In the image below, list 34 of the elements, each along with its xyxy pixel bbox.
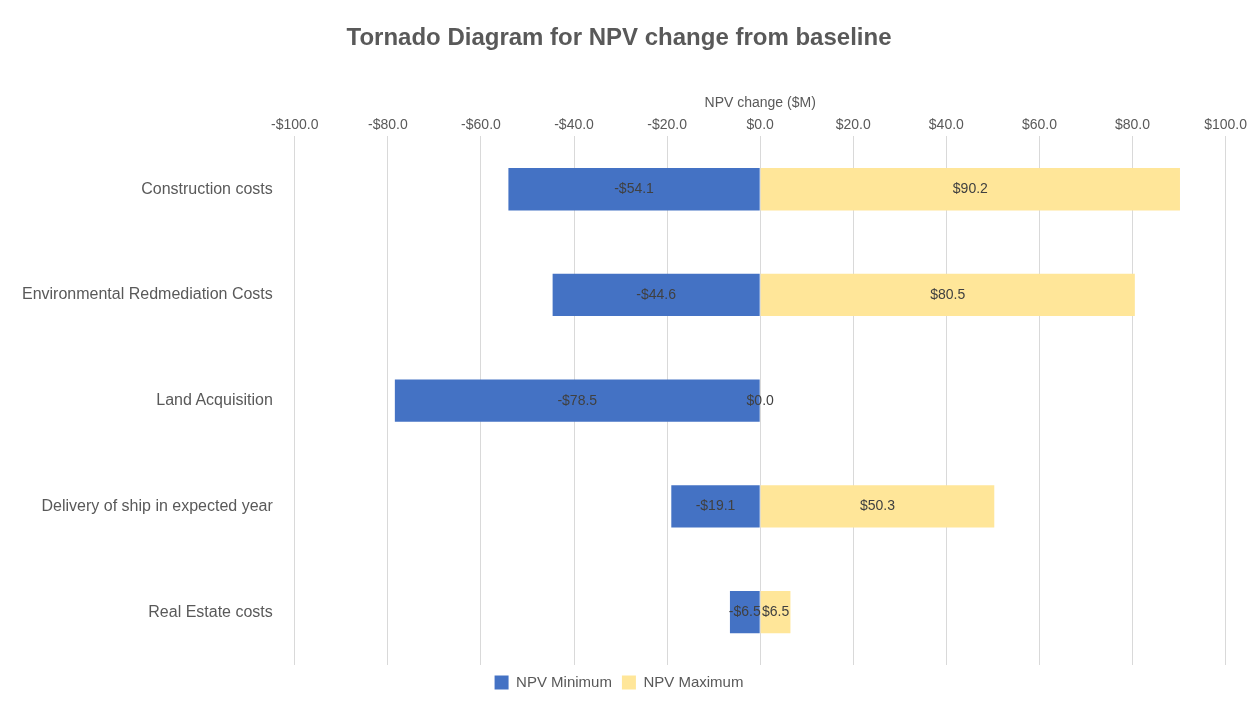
data-label: -$44.6 — [636, 285, 677, 302]
x-tick-label: -$60.0 — [461, 115, 502, 132]
x-axis-title: NPV change ($M) — [704, 94, 816, 111]
x-tick-label: -$40.0 — [554, 115, 595, 132]
legend-label: NPV Maximum — [643, 672, 744, 690]
chart-title: Tornado Diagram for NPV change from baseline — [346, 23, 892, 51]
data-label: $6.5 — [761, 603, 790, 619]
bar — [760, 485, 995, 528]
x-tick-label: $80.0 — [1114, 115, 1151, 132]
data-label: -$19.1 — [695, 497, 736, 514]
data-label: $90.2 — [952, 180, 989, 197]
bar — [508, 168, 760, 211]
y-tick-label: Environmental Redmediation Costs — [21, 285, 273, 303]
y-tick-label: Land Acquisition — [156, 391, 273, 409]
x-tick-label: -$20.0 — [647, 115, 688, 132]
y-tick-label: Construction costs — [141, 179, 273, 197]
legend-label: NPV Minimum — [516, 672, 612, 690]
x-tick-label: -$100.0 — [271, 115, 319, 132]
data-label: $80.5 — [930, 285, 966, 302]
bar — [760, 168, 1180, 211]
y-tick-label: Delivery of ship in expected year — [41, 496, 274, 514]
x-tick-label: $100.0 — [1204, 115, 1248, 132]
bar — [552, 273, 760, 317]
x-tick-label: $0.0 — [746, 115, 775, 132]
x-tick-label: -$80.0 — [368, 115, 408, 132]
data-label: -$54.1 — [614, 180, 655, 197]
data-label: $50.3 — [859, 497, 896, 514]
bar — [671, 485, 760, 528]
x-tick-label: $40.0 — [928, 115, 965, 132]
x-tick-label: $60.0 — [1021, 115, 1058, 132]
x-tick-label: $20.0 — [835, 115, 871, 132]
y-tick-label: Real Estate costs — [148, 602, 273, 620]
bar — [760, 273, 1135, 317]
data-label: -$78.5 — [557, 391, 598, 408]
